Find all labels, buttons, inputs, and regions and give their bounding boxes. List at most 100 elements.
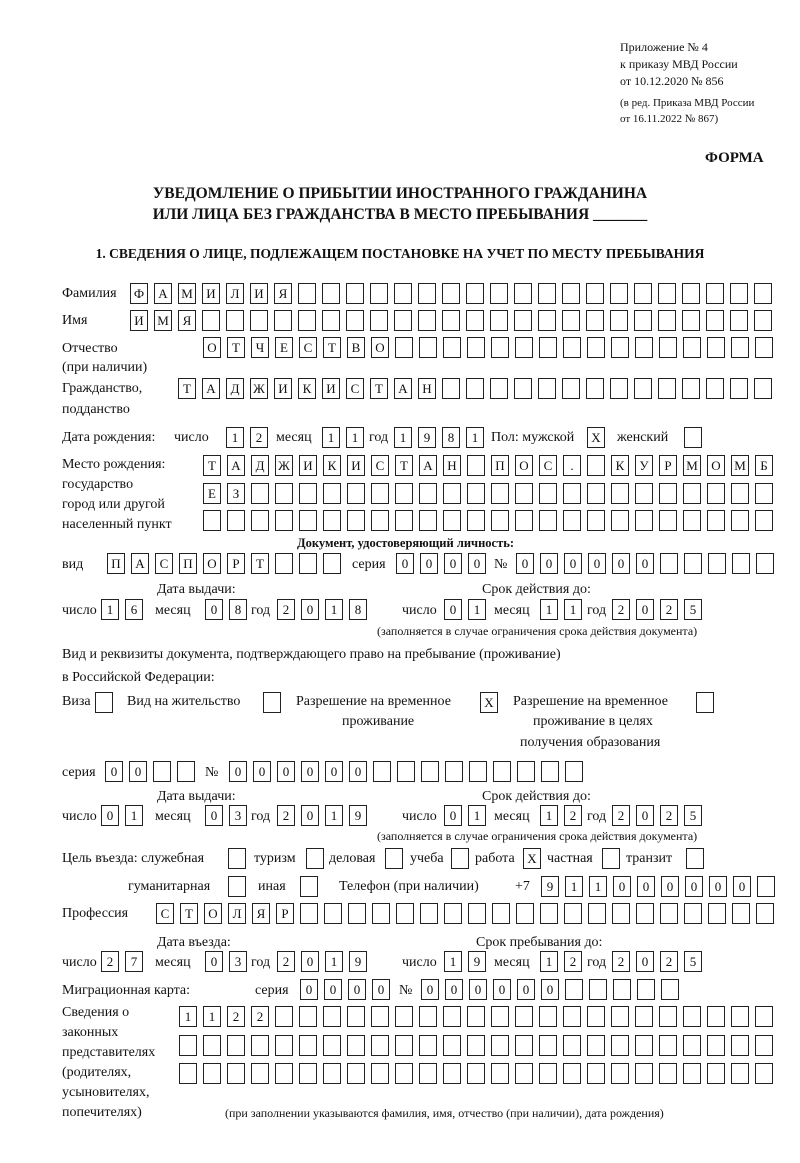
char-cell[interactable]: 1 <box>468 805 486 826</box>
char-cell[interactable]: 3 <box>229 951 247 972</box>
char-cell[interactable] <box>683 1006 701 1027</box>
char-cell[interactable] <box>323 553 341 574</box>
char-cell[interactable] <box>419 337 437 358</box>
char-cell[interactable]: 1 <box>468 599 486 620</box>
char-cell[interactable] <box>395 1063 413 1084</box>
char-cell[interactable] <box>397 761 415 782</box>
char-cell[interactable]: 9 <box>349 805 367 826</box>
char-cell[interactable] <box>635 337 653 358</box>
char-cell[interactable] <box>395 1035 413 1056</box>
char-cell[interactable] <box>683 1063 701 1084</box>
char-cell[interactable] <box>493 761 511 782</box>
char-cell[interactable] <box>179 1035 197 1056</box>
char-cell[interactable] <box>731 1035 749 1056</box>
char-cell[interactable] <box>659 1035 677 1056</box>
char-cell[interactable] <box>347 1063 365 1084</box>
char-cell[interactable]: 0 <box>277 761 295 782</box>
char-cell[interactable]: 0 <box>301 761 319 782</box>
char-cell[interactable]: И <box>202 283 220 304</box>
char-cell[interactable]: 0 <box>636 951 654 972</box>
char-cell[interactable] <box>613 979 631 1000</box>
char-cell[interactable] <box>658 283 676 304</box>
char-cell[interactable] <box>251 510 269 531</box>
char-cell[interactable] <box>469 761 487 782</box>
char-cell[interactable] <box>514 283 532 304</box>
char-cell[interactable] <box>755 1006 773 1027</box>
char-cell[interactable] <box>442 378 460 399</box>
char-cell[interactable]: И <box>299 455 317 476</box>
char-cell[interactable]: 2 <box>564 805 582 826</box>
char-cell[interactable] <box>586 378 604 399</box>
checkbox-cell[interactable]: X <box>480 692 498 713</box>
char-cell[interactable]: 1 <box>203 1006 221 1027</box>
char-cell[interactable]: С <box>539 455 557 476</box>
char-cell[interactable] <box>587 483 605 504</box>
char-cell[interactable] <box>539 1063 557 1084</box>
checkbox-cell[interactable] <box>451 848 469 869</box>
char-cell[interactable]: Н <box>418 378 436 399</box>
char-cell[interactable] <box>637 979 655 1000</box>
char-cell[interactable] <box>586 310 604 331</box>
char-cell[interactable] <box>731 1063 749 1084</box>
char-cell[interactable]: 1 <box>565 876 583 897</box>
char-cell[interactable] <box>421 761 439 782</box>
char-cell[interactable] <box>491 337 509 358</box>
char-cell[interactable]: Е <box>203 483 221 504</box>
char-cell[interactable]: 0 <box>420 553 438 574</box>
char-cell[interactable] <box>562 310 580 331</box>
char-cell[interactable]: Л <box>228 903 246 924</box>
char-cell[interactable]: С <box>156 903 174 924</box>
char-cell[interactable]: У <box>635 455 653 476</box>
char-cell[interactable] <box>202 310 220 331</box>
char-cell[interactable]: Т <box>203 455 221 476</box>
char-cell[interactable] <box>467 1006 485 1027</box>
char-cell[interactable] <box>540 903 558 924</box>
char-cell[interactable] <box>754 378 772 399</box>
char-cell[interactable] <box>538 310 556 331</box>
checkbox-cell[interactable] <box>684 427 702 448</box>
char-cell[interactable] <box>634 378 652 399</box>
char-cell[interactable] <box>227 1063 245 1084</box>
char-cell[interactable] <box>275 1035 293 1056</box>
char-cell[interactable] <box>515 337 533 358</box>
char-cell[interactable]: 0 <box>396 553 414 574</box>
char-cell[interactable]: 7 <box>125 951 143 972</box>
char-cell[interactable]: 0 <box>205 599 223 620</box>
char-cell[interactable] <box>706 378 724 399</box>
char-cell[interactable]: 2 <box>277 951 295 972</box>
char-cell[interactable]: 9 <box>468 951 486 972</box>
char-cell[interactable]: А <box>202 378 220 399</box>
char-cell[interactable] <box>514 310 532 331</box>
char-cell[interactable] <box>659 337 677 358</box>
char-cell[interactable] <box>395 510 413 531</box>
char-cell[interactable] <box>563 510 581 531</box>
char-cell[interactable] <box>731 1006 749 1027</box>
char-cell[interactable]: И <box>130 310 148 331</box>
char-cell[interactable] <box>322 283 340 304</box>
char-cell[interactable] <box>757 876 775 897</box>
char-cell[interactable] <box>323 483 341 504</box>
char-cell[interactable]: А <box>154 283 172 304</box>
char-cell[interactable]: 1 <box>346 427 364 448</box>
char-cell[interactable]: 0 <box>421 979 439 1000</box>
char-cell[interactable] <box>370 283 388 304</box>
char-cell[interactable]: 0 <box>661 876 679 897</box>
char-cell[interactable]: 8 <box>442 427 460 448</box>
char-cell[interactable]: 2 <box>660 951 678 972</box>
char-cell[interactable]: 0 <box>205 951 223 972</box>
char-cell[interactable] <box>659 1063 677 1084</box>
char-cell[interactable] <box>348 903 366 924</box>
char-cell[interactable]: 0 <box>540 553 558 574</box>
char-cell[interactable]: 1 <box>540 951 558 972</box>
char-cell[interactable] <box>754 283 772 304</box>
char-cell[interactable]: 0 <box>325 761 343 782</box>
char-cell[interactable] <box>635 510 653 531</box>
char-cell[interactable] <box>299 553 317 574</box>
char-cell[interactable] <box>443 1035 461 1056</box>
char-cell[interactable] <box>395 337 413 358</box>
char-cell[interactable]: 0 <box>636 805 654 826</box>
char-cell[interactable] <box>323 510 341 531</box>
char-cell[interactable] <box>515 1006 533 1027</box>
char-cell[interactable] <box>706 283 724 304</box>
char-cell[interactable]: П <box>491 455 509 476</box>
